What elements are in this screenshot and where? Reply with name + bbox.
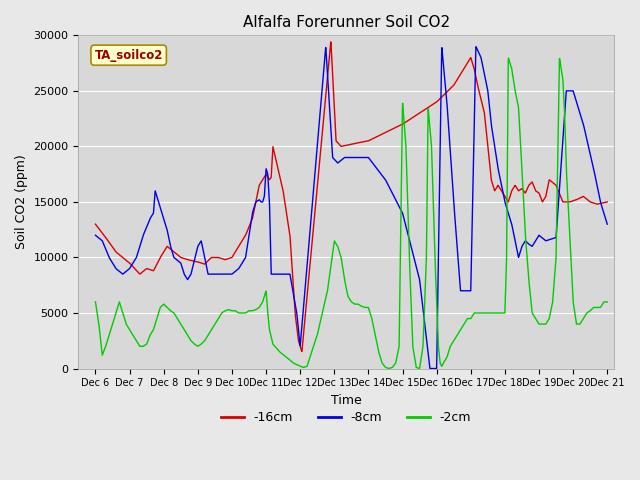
Legend: -16cm, -8cm, -2cm: -16cm, -8cm, -2cm [216, 406, 476, 429]
-16cm [92, 221, 99, 227]
-2cm [180, 327, 188, 333]
Text: TA_soilco2: TA_soilco2 [95, 48, 163, 61]
-8cm [472, 44, 480, 49]
-16cm [327, 39, 335, 45]
-8cm [426, 366, 434, 372]
-2cm [504, 55, 512, 61]
Y-axis label: Soil CO2 (ppm): Soil CO2 (ppm) [15, 155, 28, 249]
-8cm [150, 205, 157, 211]
-16cm [594, 201, 602, 207]
-16cm [538, 199, 546, 205]
-8cm [180, 271, 188, 277]
-16cm [180, 256, 188, 262]
-16cm [150, 267, 157, 273]
-16cm [310, 218, 318, 224]
-2cm [416, 366, 424, 372]
Line: -2cm: -2cm [95, 58, 607, 369]
-8cm [594, 185, 602, 191]
-2cm [604, 299, 611, 305]
-2cm [310, 342, 317, 348]
-16cm [604, 199, 611, 205]
Line: -16cm: -16cm [95, 42, 607, 351]
-2cm [288, 359, 296, 364]
-8cm [538, 235, 546, 241]
-2cm [150, 325, 157, 331]
-2cm [92, 299, 99, 305]
-2cm [538, 321, 546, 327]
-8cm [604, 221, 611, 227]
X-axis label: Time: Time [331, 394, 362, 407]
Title: Alfalfa Forerunner Soil CO2: Alfalfa Forerunner Soil CO2 [243, 15, 450, 30]
-8cm [310, 183, 317, 189]
-8cm [92, 232, 99, 238]
-16cm [288, 259, 296, 265]
Line: -8cm: -8cm [95, 47, 607, 369]
-8cm [288, 281, 296, 287]
-16cm [298, 348, 306, 354]
-2cm [594, 305, 602, 311]
